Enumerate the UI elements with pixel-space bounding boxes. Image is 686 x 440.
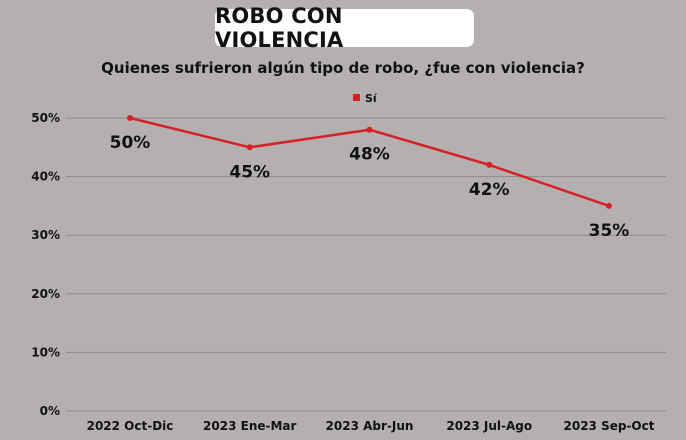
data-label: 48%	[349, 145, 390, 165]
x-tick-label: 2023 Sep-Oct	[564, 419, 655, 433]
data-point	[127, 115, 133, 121]
chart-subtitle: Quienes sufrieron algún tipo de robo, ¿f…	[101, 59, 585, 77]
y-tick-label: 40%	[31, 170, 60, 184]
y-axis-ticks: 0% 10% 20% 30% 40% 50%	[31, 111, 60, 418]
y-tick-label: 30%	[31, 228, 60, 242]
legend-swatch	[353, 94, 360, 101]
x-tick-label: 2022 Oct-Dic	[87, 419, 174, 433]
data-label: 42%	[469, 180, 510, 200]
x-axis-ticks: 2022 Oct-Dic 2023 Ene-Mar 2023 Abr-Jun 2023…	[87, 419, 655, 433]
legend: Sí	[353, 92, 378, 105]
data-label: 50%	[110, 133, 151, 153]
x-tick-label: 2023 Ene-Mar	[203, 419, 296, 433]
data-point	[606, 202, 612, 209]
data-point	[366, 126, 373, 133]
data-label: 45%	[229, 162, 270, 182]
x-tick-label: 2023 Jul-Ago	[446, 419, 532, 433]
x-tick-label: 2023 Abr-Jun	[326, 419, 414, 433]
legend-label: Sí	[365, 92, 378, 105]
y-tick-label: 50%	[31, 111, 60, 125]
y-tick-label: 0%	[40, 404, 60, 418]
data-label: 35%	[589, 221, 630, 241]
data-point	[486, 161, 493, 168]
y-tick-label: 10%	[31, 345, 60, 359]
gridlines	[66, 117, 666, 412]
series-si: 50% 45% 48% 42% 35%	[110, 115, 630, 241]
y-tick-label: 20%	[31, 287, 60, 301]
data-point	[246, 144, 253, 151]
